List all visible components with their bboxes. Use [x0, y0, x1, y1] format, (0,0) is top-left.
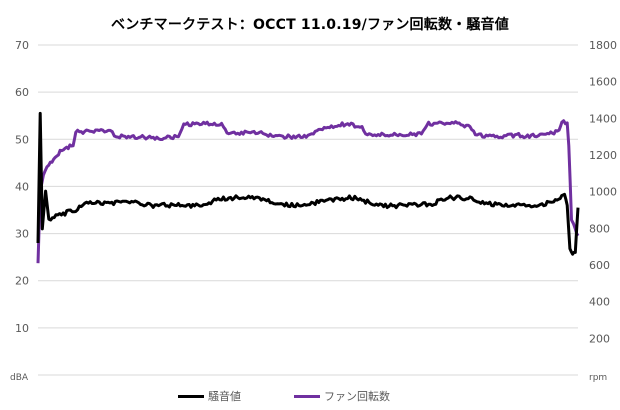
chart-legend: 騒音値 ファン回転数	[0, 387, 620, 405]
legend-item-noise: 騒音値	[178, 387, 241, 405]
series-layer	[36, 111, 580, 264]
y-left-tick-label: 10	[15, 322, 29, 335]
chart-title: ベンチマークテスト：OCCT 11.0.19/ファン回転数・騒音値	[111, 17, 509, 33]
legend-swatch-noise	[178, 394, 204, 398]
y-right-tick-label: 1800	[589, 39, 617, 52]
y-left-tick-label: 50	[15, 133, 29, 146]
y-right-tick-label: 800	[589, 222, 610, 235]
y-right-tick-label: 1200	[589, 149, 617, 162]
axis-left: 70 60 50 40 30 20 10	[15, 39, 29, 335]
y-left-tick-label: 70	[15, 39, 29, 52]
y-left-tick-label: 40	[15, 180, 29, 193]
series-line-fan	[36, 119, 580, 264]
legend-swatch-fan	[294, 394, 320, 398]
grid-layer	[38, 44, 578, 376]
y-left-tick-label: 30	[15, 228, 29, 241]
legend-item-fan: ファン回転数	[294, 387, 390, 405]
y-left-axis-label: dBA	[10, 373, 29, 383]
y-right-tick-label: 600	[589, 259, 610, 272]
y-left-tick-label: 20	[15, 275, 29, 288]
legend-label-fan: ファン回転数	[324, 390, 390, 403]
y-left-tick-label: 60	[15, 86, 29, 99]
y-right-tick-label: 400	[589, 296, 610, 309]
y-right-tick-label: 1000	[589, 186, 617, 199]
series-line-noise	[36, 111, 580, 256]
y-right-tick-label: 1600	[589, 76, 617, 89]
y-right-tick-label: 1400	[589, 112, 617, 125]
y-right-axis-label: rpm	[589, 373, 607, 383]
axis-right: 1800 1600 1400 1200 1000 800 600 400 200	[589, 39, 617, 345]
y-right-tick-label: 200	[589, 332, 610, 345]
legend-label-noise: 騒音値	[208, 390, 241, 403]
